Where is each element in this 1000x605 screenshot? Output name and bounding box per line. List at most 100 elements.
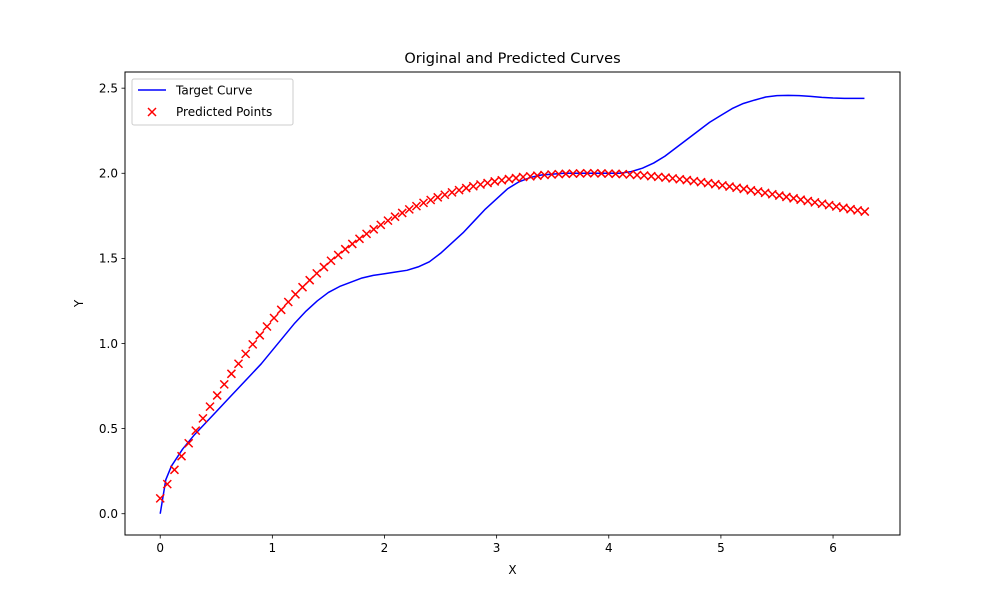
predicted-point-marker (219, 379, 229, 389)
predicted-point-marker (625, 169, 635, 180)
marker-stroke (312, 268, 322, 278)
predicted-point-marker (618, 169, 628, 179)
marker-stroke (426, 195, 436, 205)
y-tick-label: 1.0 (99, 337, 118, 351)
predicted-point-marker (404, 204, 414, 214)
marker-stroke (390, 212, 400, 222)
marker-stroke (746, 185, 756, 195)
marker-stroke (354, 234, 365, 244)
predicted-point-marker (604, 169, 614, 179)
marker-stroke (376, 220, 386, 230)
marker-stroke (198, 413, 208, 423)
marker-stroke (596, 168, 607, 178)
marker-stroke (333, 250, 343, 260)
marker-stroke (319, 262, 329, 272)
marker-stroke (575, 168, 585, 178)
chart-title: Original and Predicted Curves (404, 51, 620, 67)
y-tick-label: 2.0 (99, 167, 118, 181)
y-axis: 0.0 0.5 1.0 1.5 2.0 2.5 (99, 81, 125, 521)
marker-stroke (525, 171, 535, 181)
marker-stroke (653, 172, 663, 182)
legend-label-predicted: Predicted Points (176, 105, 272, 119)
predicted-point-marker (817, 199, 827, 209)
marker-stroke (682, 175, 692, 185)
y-tick-label: 1.5 (99, 252, 118, 266)
predicted-point-marker (468, 181, 478, 191)
marker-stroke (760, 188, 770, 198)
marker-stroke (255, 330, 265, 340)
legend-box (131, 78, 294, 126)
predicted-point-marker (383, 216, 393, 226)
predicted-point-marker (290, 289, 300, 299)
marker-stroke (418, 198, 429, 208)
marker-stroke (340, 244, 350, 254)
predicted-points-series (155, 168, 870, 503)
predicted-point-marker (248, 339, 258, 349)
marker-stroke (853, 205, 863, 215)
predicted-point-marker (176, 451, 187, 461)
predicted-point-marker (739, 184, 749, 194)
marker-stroke (554, 169, 564, 179)
predicted-point-marker (639, 170, 649, 181)
predicted-point-marker (347, 239, 357, 249)
marker-stroke (454, 185, 464, 195)
x-tick-label: 5 (717, 541, 725, 555)
marker-stroke (625, 169, 635, 180)
x-axis-label: X (508, 563, 516, 577)
y-tick-label: 0.5 (99, 422, 118, 436)
predicted-point-marker (497, 175, 507, 185)
marker-stroke (739, 184, 749, 194)
x-tick-label: 2 (381, 541, 389, 555)
predicted-point-marker (440, 190, 450, 200)
predicted-point-marker (433, 192, 443, 202)
predicted-point-marker (725, 182, 735, 192)
predicted-point-marker (483, 178, 493, 188)
predicted-point-marker (767, 189, 777, 199)
predicted-point-marker (511, 173, 521, 183)
marker-stroke (810, 197, 820, 207)
marker-stroke (233, 359, 244, 369)
marker-stroke (860, 207, 870, 217)
predicted-point-marker (860, 207, 870, 217)
marker-stroke (774, 191, 784, 201)
predicted-point-marker (682, 175, 692, 185)
predicted-point-marker (575, 168, 585, 178)
marker-stroke (753, 186, 763, 197)
marker-stroke (176, 451, 187, 461)
predicted-point-marker (418, 198, 429, 208)
marker-stroke (397, 208, 407, 218)
marker-stroke (475, 179, 486, 190)
marker-stroke (717, 180, 727, 190)
marker-stroke (504, 174, 514, 184)
marker-stroke (155, 493, 165, 503)
predicted-point-marker (397, 208, 407, 218)
marker-stroke (703, 178, 713, 188)
marker-stroke (668, 173, 678, 183)
marker-stroke (696, 177, 706, 187)
marker-stroke (831, 201, 841, 212)
marker-stroke (162, 479, 172, 489)
predicted-point-marker (717, 180, 727, 190)
y-tick-label: 0.0 (99, 507, 118, 521)
marker-stroke (781, 192, 791, 202)
predicted-point-marker (262, 321, 272, 332)
predicted-point-marker (831, 201, 841, 212)
marker-stroke (297, 282, 308, 292)
marker-stroke (561, 169, 571, 179)
predicted-point-marker (518, 172, 528, 182)
marker-stroke (461, 183, 471, 193)
marker-stroke (789, 193, 799, 203)
predicted-point-marker (853, 205, 863, 215)
predicted-point-marker (169, 465, 179, 475)
predicted-point-marker (326, 256, 336, 266)
marker-stroke (191, 426, 201, 436)
predicted-point-marker (781, 192, 791, 202)
legend: Target Curve Predicted Points (131, 78, 294, 126)
marker-stroke (732, 183, 742, 193)
target-curve-line (159, 94, 865, 514)
marker-stroke (589, 168, 599, 178)
predicted-point-marker (340, 244, 350, 254)
marker-stroke (290, 289, 300, 299)
